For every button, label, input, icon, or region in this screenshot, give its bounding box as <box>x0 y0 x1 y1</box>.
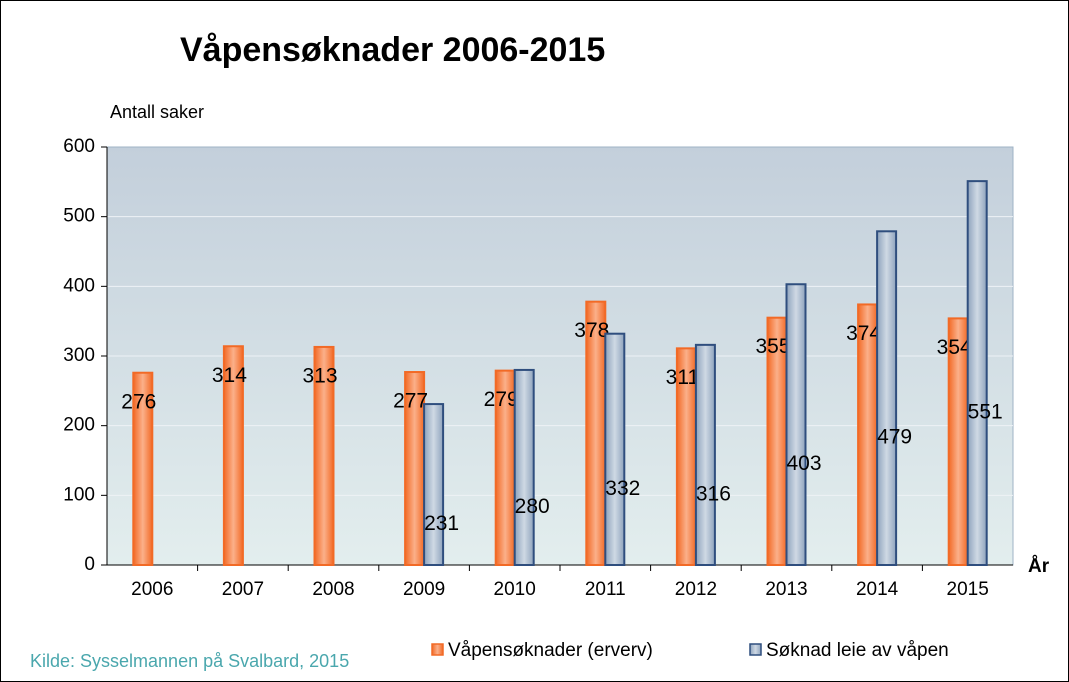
source: Kilde: Sysselmannen på Svalbard, 2015 <box>30 651 349 671</box>
bar <box>694 343 716 566</box>
legend-label: Våpensøknader (erverv) <box>448 640 653 661</box>
x-tick-label: 2008 <box>312 579 354 600</box>
legend-swatch <box>431 643 444 656</box>
data-label: 231 <box>424 512 459 535</box>
bar <box>513 368 535 566</box>
data-label: 403 <box>786 452 821 475</box>
data-label: 551 <box>968 401 1003 424</box>
x-tick-label: 2011 <box>585 579 626 600</box>
bar <box>423 403 445 566</box>
bar <box>313 345 335 566</box>
x-tick-label: 2007 <box>222 579 264 600</box>
y-tick-label: 300 <box>63 345 95 366</box>
data-label: 354 <box>937 336 972 359</box>
x-tick-label: 2006 <box>131 579 173 600</box>
x-tick-label: 2009 <box>403 579 445 600</box>
bar <box>876 230 898 566</box>
data-label: 311 <box>666 366 699 389</box>
data-label: 276 <box>121 390 156 413</box>
y-tick-label: 400 <box>63 275 95 296</box>
legend-swatch <box>749 643 762 656</box>
data-label: 314 <box>212 364 247 387</box>
data-label: 316 <box>696 482 731 505</box>
data-label: 479 <box>877 426 912 449</box>
data-label: 277 <box>393 390 428 413</box>
bar <box>222 345 244 566</box>
x-axis-label: År <box>1028 556 1050 577</box>
y-tick-label: 500 <box>63 206 95 227</box>
x-tick-label: 2014 <box>856 579 899 600</box>
data-label: 378 <box>574 319 609 342</box>
y-axis-label: Antall saker <box>110 102 204 122</box>
y-tick-label: 100 <box>63 484 95 505</box>
x-tick-label: 2015 <box>947 579 989 600</box>
bar <box>966 180 988 567</box>
bar <box>132 371 154 566</box>
bar <box>785 283 807 566</box>
chart-title: Våpensøknader 2006-2015 <box>180 31 605 69</box>
x-tick-label: 2012 <box>675 579 717 600</box>
data-label: 355 <box>755 335 790 358</box>
bar <box>604 332 626 566</box>
y-tick-label: 0 <box>84 554 95 575</box>
data-label: 279 <box>484 388 519 411</box>
x-tick-label: 2010 <box>494 579 536 600</box>
legend-label: Søknad leie av våpen <box>766 640 949 661</box>
data-label: 280 <box>515 495 550 518</box>
data-label: 374 <box>846 322 881 345</box>
y-tick-label: 200 <box>63 415 95 436</box>
data-label: 313 <box>302 364 337 387</box>
data-label: 332 <box>605 477 640 500</box>
y-tick-label: 600 <box>63 136 95 157</box>
x-tick-label: 2013 <box>765 579 807 600</box>
